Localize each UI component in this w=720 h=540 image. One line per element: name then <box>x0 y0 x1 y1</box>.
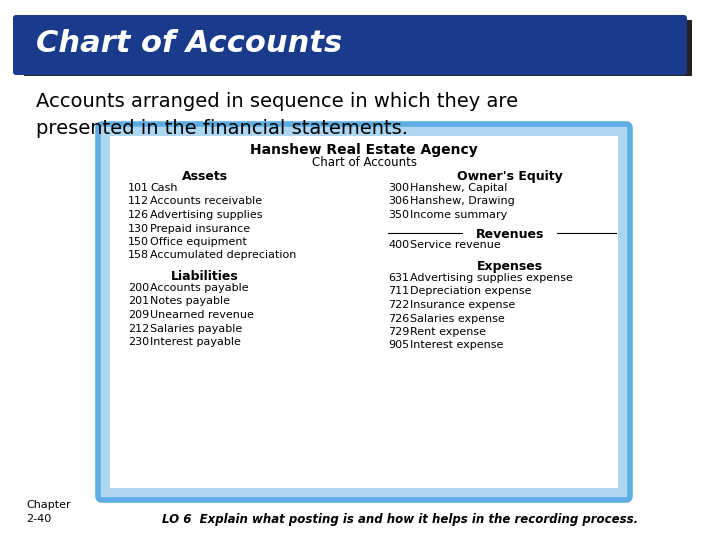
Text: Assets: Assets <box>182 170 228 183</box>
Text: 158: 158 <box>128 251 149 260</box>
Text: Accounts receivable: Accounts receivable <box>150 197 262 206</box>
Text: Chart of Accounts: Chart of Accounts <box>312 156 416 169</box>
Text: 306: 306 <box>388 197 409 206</box>
Text: Notes payable: Notes payable <box>150 296 230 307</box>
Text: Prepaid insurance: Prepaid insurance <box>150 224 250 233</box>
FancyBboxPatch shape <box>13 15 687 75</box>
Text: 200: 200 <box>128 283 149 293</box>
Text: Interest payable: Interest payable <box>150 337 241 347</box>
Text: 400: 400 <box>388 240 409 251</box>
Text: Chapter
2-40: Chapter 2-40 <box>26 501 71 524</box>
Text: 209: 209 <box>128 310 149 320</box>
Text: Liabilities: Liabilities <box>171 270 239 283</box>
Text: Advertising supplies expense: Advertising supplies expense <box>410 273 573 283</box>
Text: 350: 350 <box>388 210 409 220</box>
Text: Salaries expense: Salaries expense <box>410 314 505 323</box>
Text: Expenses: Expenses <box>477 260 543 273</box>
Text: Hanshew Real Estate Agency: Hanshew Real Estate Agency <box>250 143 478 157</box>
Text: 150: 150 <box>128 237 149 247</box>
Text: 722: 722 <box>388 300 410 310</box>
Text: 201: 201 <box>128 296 149 307</box>
Text: 729: 729 <box>388 327 410 337</box>
Text: 905: 905 <box>388 341 409 350</box>
Text: Accumulated depreciation: Accumulated depreciation <box>150 251 297 260</box>
Text: Owner's Equity: Owner's Equity <box>457 170 563 183</box>
Text: Revenues: Revenues <box>476 227 544 240</box>
Text: 230: 230 <box>128 337 149 347</box>
Text: Cash: Cash <box>150 183 178 193</box>
Text: Chart of Accounts: Chart of Accounts <box>36 30 342 58</box>
FancyBboxPatch shape <box>98 124 630 500</box>
Text: 726: 726 <box>388 314 409 323</box>
Text: 101: 101 <box>128 183 149 193</box>
Text: Rent expense: Rent expense <box>410 327 486 337</box>
Text: Insurance expense: Insurance expense <box>410 300 516 310</box>
Text: 112: 112 <box>128 197 149 206</box>
Text: Service revenue: Service revenue <box>410 240 500 251</box>
Text: Hanshew, Drawing: Hanshew, Drawing <box>410 197 515 206</box>
Text: Office equipment: Office equipment <box>150 237 247 247</box>
Text: Interest expense: Interest expense <box>410 341 503 350</box>
Text: 130: 130 <box>128 224 149 233</box>
Text: 711: 711 <box>388 287 409 296</box>
Text: Hanshew, Capital: Hanshew, Capital <box>410 183 508 193</box>
Text: LO 6  Explain what posting is and how it helps in the recording process.: LO 6 Explain what posting is and how it … <box>162 514 638 526</box>
Text: Advertising supplies: Advertising supplies <box>150 210 263 220</box>
Text: Salaries payable: Salaries payable <box>150 323 242 334</box>
Bar <box>110 136 618 488</box>
Text: Accounts payable: Accounts payable <box>150 283 248 293</box>
Text: 631: 631 <box>388 273 409 283</box>
Bar <box>24 20 692 76</box>
Text: Unearned revenue: Unearned revenue <box>150 310 254 320</box>
Text: Depreciation expense: Depreciation expense <box>410 287 531 296</box>
Text: 212: 212 <box>128 323 149 334</box>
Text: 126: 126 <box>128 210 149 220</box>
Text: Income summary: Income summary <box>410 210 508 220</box>
Text: Accounts arranged in sequence in which they are
presented in the financial state: Accounts arranged in sequence in which t… <box>36 92 518 138</box>
Text: 300: 300 <box>388 183 409 193</box>
